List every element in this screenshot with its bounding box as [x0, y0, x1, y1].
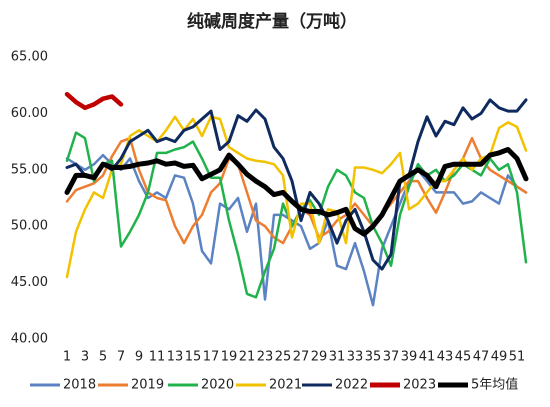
legend-label: 2020 [201, 378, 234, 393]
x-tick-label: 29 [311, 350, 328, 365]
series-line [65, 136, 528, 245]
x-tick-label: 13 [167, 350, 184, 365]
legend-label: 2019 [131, 378, 164, 393]
x-tick-label: 9 [135, 350, 143, 365]
chart-title: 纯碱周度产量（万吨） [187, 11, 357, 32]
y-tick-label: 55.00 [11, 162, 48, 177]
x-tick-label: 5 [99, 350, 107, 365]
y-tick-label: 50.00 [11, 219, 48, 234]
y-tick-label: 65.00 [11, 50, 48, 65]
x-tick-label: 47 [473, 350, 490, 365]
x-tick-label: 11 [149, 350, 166, 365]
series-line [65, 153, 528, 307]
y-tick-label: 40.00 [11, 332, 48, 347]
x-tick-label: 41 [419, 350, 436, 365]
legend-label: 2023 [403, 378, 436, 393]
legend-label: 2018 [63, 378, 96, 393]
series-line [65, 98, 528, 271]
x-tick-label: 37 [383, 350, 400, 365]
x-tick-label: 51 [509, 350, 526, 365]
x-tick-label: 7 [117, 350, 125, 365]
y-tick-label: 60.00 [11, 106, 48, 121]
x-tick-label: 19 [221, 350, 238, 365]
x-tick-label: 43 [437, 350, 454, 365]
x-tick-label: 3 [81, 350, 89, 365]
legend-label: 2021 [269, 378, 302, 393]
x-tick-label: 31 [329, 350, 346, 365]
legend-label: 2022 [335, 378, 368, 393]
x-tick-label: 35 [365, 350, 382, 365]
x-tick-label: 23 [257, 350, 274, 365]
x-tick-label: 25 [275, 350, 292, 365]
legend-label: 5年均值 [471, 377, 518, 393]
x-tick-label: 49 [491, 350, 508, 365]
x-tick-label: 33 [347, 350, 364, 365]
x-tick-label: 21 [239, 350, 256, 365]
x-tick-label: 17 [203, 350, 220, 365]
series-line [64, 91, 124, 111]
x-tick-label: 15 [185, 350, 202, 365]
x-tick-label: 39 [401, 350, 418, 365]
series-line [64, 147, 529, 237]
x-tick-label: 27 [293, 350, 310, 365]
x-tick-label: 45 [455, 350, 472, 365]
x-tick-label: 1 [63, 350, 71, 365]
y-tick-label: 45.00 [11, 275, 48, 290]
